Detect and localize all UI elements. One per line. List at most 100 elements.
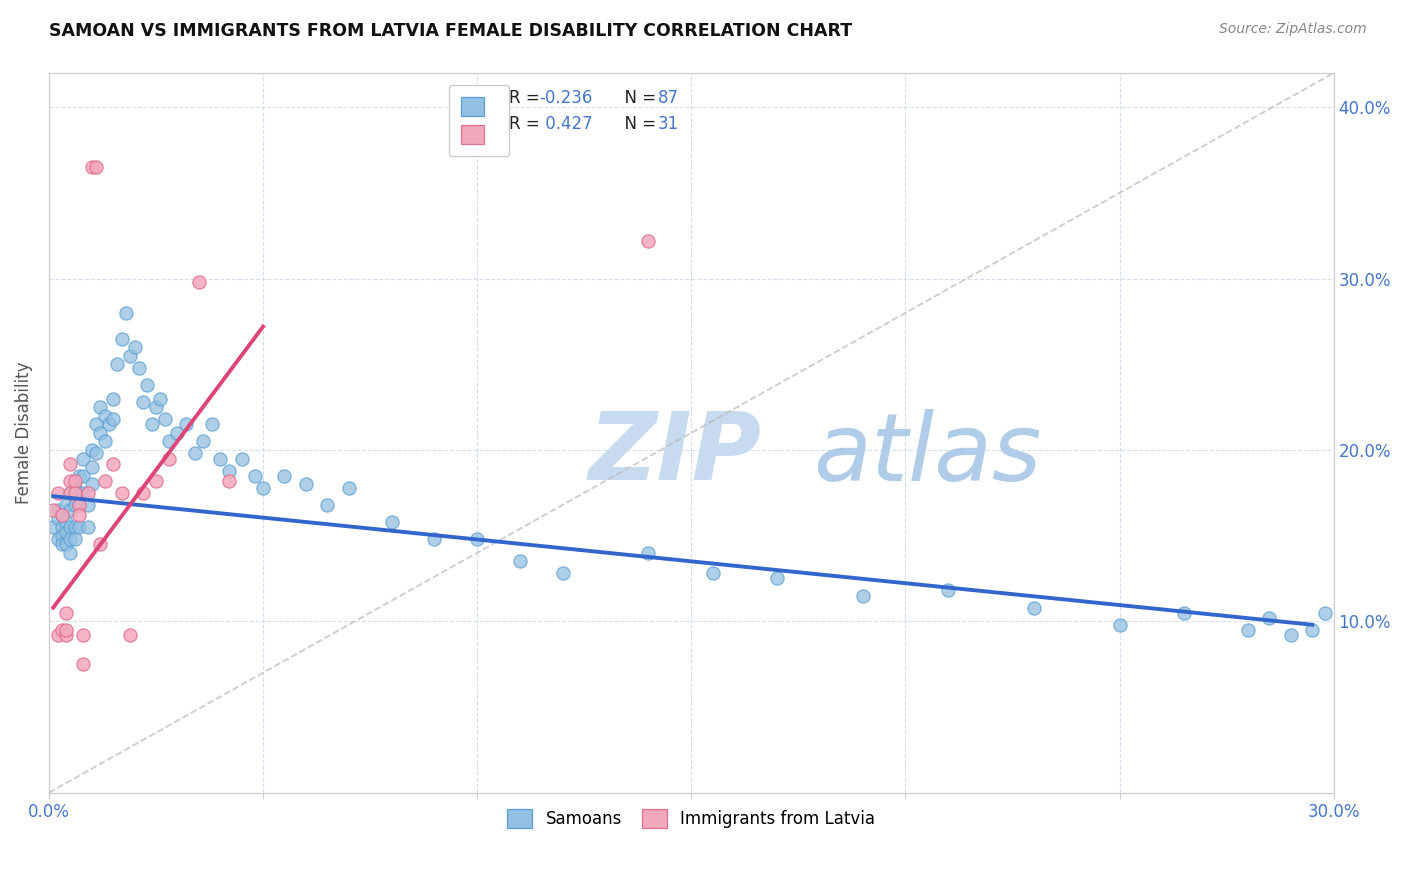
Point — [51, 623, 73, 637]
Point — [124, 340, 146, 354]
Point — [51, 520, 73, 534]
Point — [218, 474, 240, 488]
Point — [89, 425, 111, 440]
Point — [51, 508, 73, 522]
Point — [120, 349, 142, 363]
Point — [157, 451, 180, 466]
Point — [55, 525, 77, 540]
Text: 0.427: 0.427 — [540, 115, 592, 133]
Point — [63, 474, 86, 488]
Point — [59, 457, 82, 471]
Point — [423, 532, 446, 546]
Point — [128, 360, 150, 375]
Point — [76, 520, 98, 534]
Point — [852, 589, 875, 603]
Point — [183, 446, 205, 460]
Point — [72, 628, 94, 642]
Point — [59, 485, 82, 500]
Point — [103, 412, 125, 426]
Text: Source: ZipAtlas.com: Source: ZipAtlas.com — [1219, 22, 1367, 37]
Point — [1108, 617, 1130, 632]
Point — [72, 468, 94, 483]
Point — [149, 392, 172, 406]
Point — [67, 468, 90, 483]
Text: R =: R = — [509, 89, 546, 107]
Text: SAMOAN VS IMMIGRANTS FROM LATVIA FEMALE DISABILITY CORRELATION CHART: SAMOAN VS IMMIGRANTS FROM LATVIA FEMALE … — [49, 22, 852, 40]
Text: -0.236: -0.236 — [540, 89, 593, 107]
Point — [702, 566, 724, 581]
Point — [42, 503, 65, 517]
Point — [59, 546, 82, 560]
Point — [63, 498, 86, 512]
Point — [1313, 606, 1336, 620]
Point — [59, 520, 82, 534]
Point — [55, 623, 77, 637]
Point — [107, 357, 129, 371]
Point — [67, 508, 90, 522]
Point — [1279, 628, 1302, 642]
Point — [465, 532, 488, 546]
Point — [1173, 606, 1195, 620]
Point — [337, 481, 360, 495]
Point — [145, 400, 167, 414]
Point — [76, 498, 98, 512]
Point — [551, 566, 574, 581]
Point — [63, 520, 86, 534]
Point — [72, 657, 94, 672]
Point — [231, 451, 253, 466]
Point — [67, 498, 90, 512]
Point — [63, 481, 86, 495]
Point — [51, 537, 73, 551]
Point — [252, 481, 274, 495]
Point — [51, 508, 73, 522]
Point — [55, 606, 77, 620]
Point — [103, 457, 125, 471]
Point — [136, 377, 159, 392]
Point — [46, 532, 69, 546]
Point — [93, 474, 115, 488]
Point — [80, 460, 103, 475]
Point — [46, 485, 69, 500]
Point — [84, 160, 107, 174]
Point — [295, 477, 318, 491]
Point — [153, 412, 176, 426]
Point — [80, 442, 103, 457]
Point — [76, 485, 98, 500]
Point — [55, 498, 77, 512]
Text: atlas: atlas — [813, 409, 1042, 500]
Point — [84, 446, 107, 460]
Point — [89, 400, 111, 414]
Point — [55, 628, 77, 642]
Point — [1237, 623, 1260, 637]
Point — [1022, 600, 1045, 615]
Legend: Samoans, Immigrants from Latvia: Samoans, Immigrants from Latvia — [501, 803, 882, 835]
Point — [120, 628, 142, 642]
Point — [157, 434, 180, 449]
Text: N =: N = — [614, 115, 662, 133]
Point — [1301, 623, 1323, 637]
Point — [46, 503, 69, 517]
Point — [67, 498, 90, 512]
Point — [637, 546, 659, 560]
Point — [637, 234, 659, 248]
Text: N =: N = — [614, 89, 662, 107]
Point — [174, 417, 197, 432]
Point — [93, 409, 115, 423]
Point — [63, 532, 86, 546]
Y-axis label: Female Disability: Female Disability — [15, 361, 32, 504]
Point — [316, 498, 339, 512]
Point — [55, 537, 77, 551]
Point — [243, 468, 266, 483]
Point — [72, 485, 94, 500]
Text: ZIP: ZIP — [589, 409, 762, 500]
Point — [1258, 611, 1281, 625]
Point — [115, 306, 138, 320]
Point — [97, 417, 120, 432]
Point — [59, 485, 82, 500]
Point — [84, 417, 107, 432]
Point — [80, 160, 103, 174]
Point — [273, 468, 295, 483]
Point — [59, 532, 82, 546]
Point — [55, 515, 77, 529]
Point — [766, 572, 789, 586]
